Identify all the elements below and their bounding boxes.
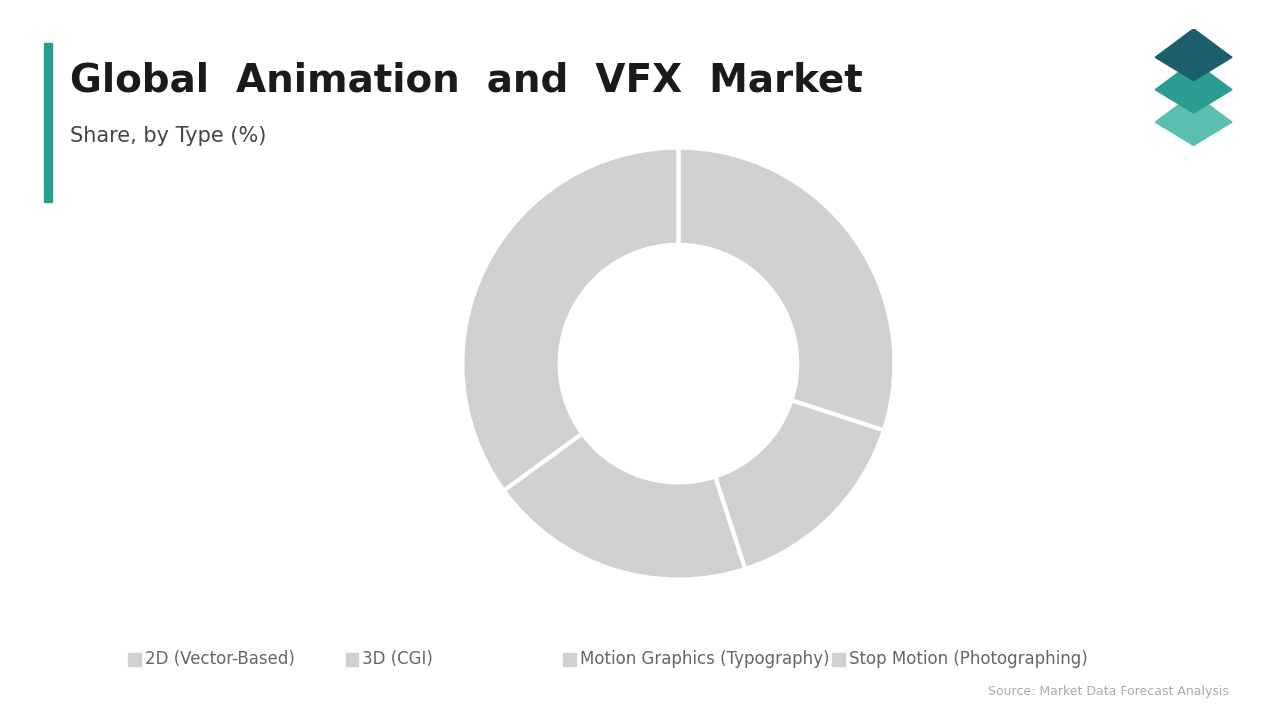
Wedge shape bbox=[503, 433, 745, 580]
Polygon shape bbox=[1155, 29, 1231, 81]
Text: Source: Market Data Forecast Analysis: Source: Market Data Forecast Analysis bbox=[988, 685, 1229, 698]
Wedge shape bbox=[716, 400, 883, 569]
Wedge shape bbox=[678, 148, 895, 431]
Text: Motion Graphics (Typography): Motion Graphics (Typography) bbox=[580, 649, 829, 668]
Text: 3D (CGI): 3D (CGI) bbox=[362, 649, 433, 668]
Text: Stop Motion (Photographing): Stop Motion (Photographing) bbox=[849, 649, 1088, 668]
Polygon shape bbox=[1155, 61, 1231, 113]
Text: 2D (Vector-Based): 2D (Vector-Based) bbox=[145, 649, 294, 668]
Text: Share, by Type (%): Share, by Type (%) bbox=[70, 126, 266, 146]
Wedge shape bbox=[462, 148, 678, 490]
Polygon shape bbox=[1155, 94, 1231, 145]
Text: Global  Animation  and  VFX  Market: Global Animation and VFX Market bbox=[70, 61, 863, 99]
